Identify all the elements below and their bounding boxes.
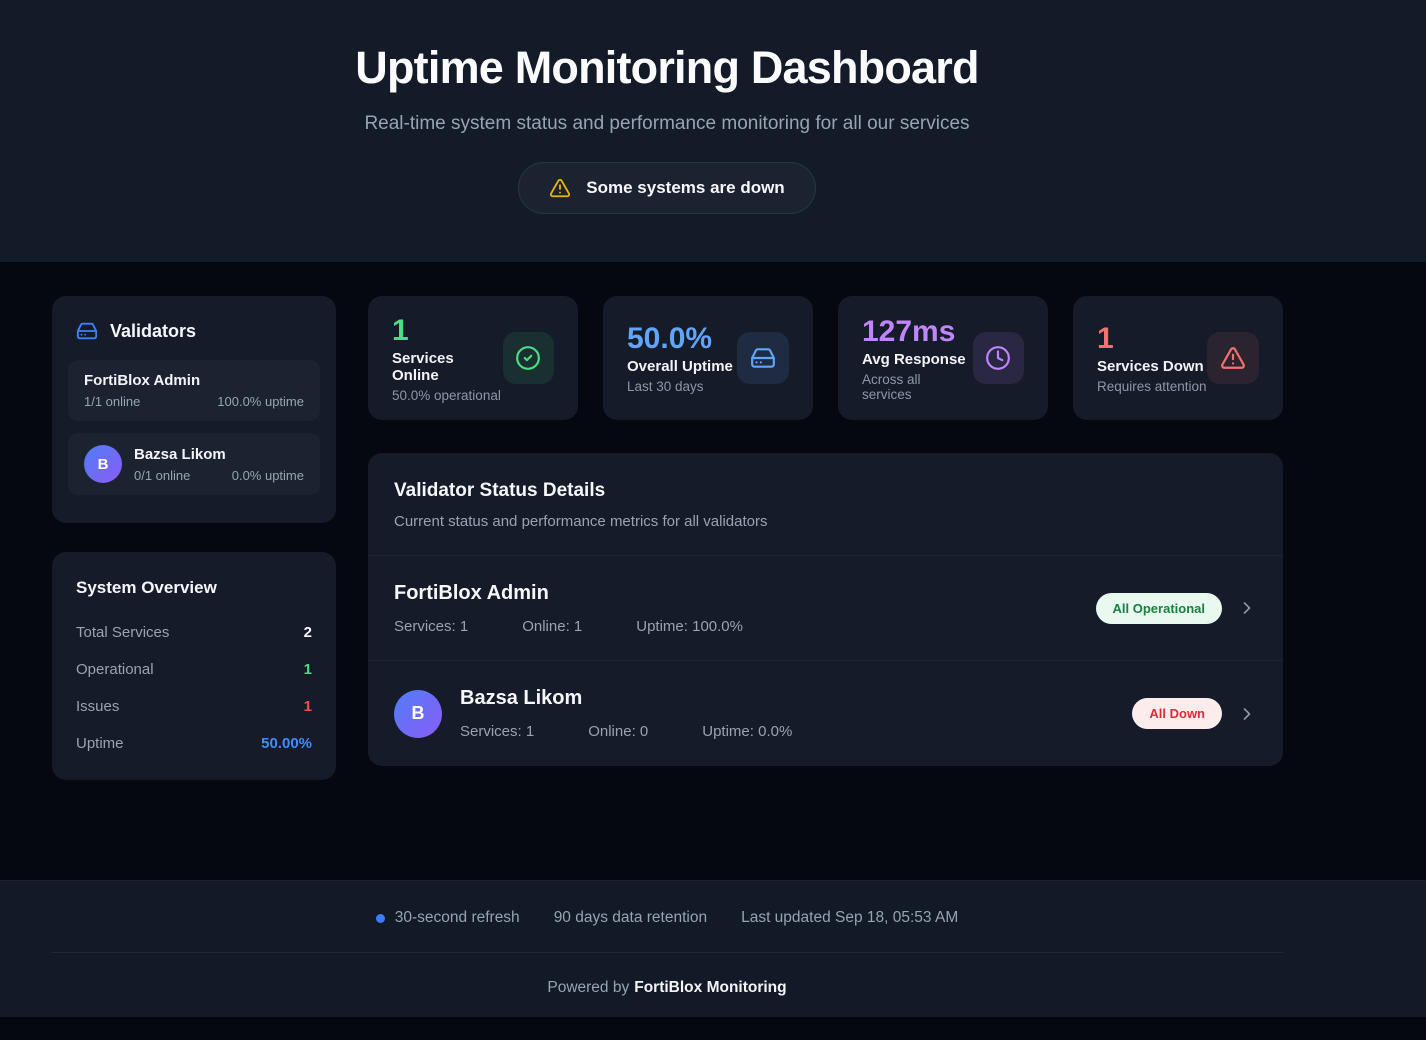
system-status-banner: Some systems are down bbox=[518, 162, 816, 215]
overview-row: Total Services 2 bbox=[76, 614, 312, 651]
page-title: Uptime Monitoring Dashboard bbox=[355, 42, 979, 93]
stat-value: 127ms bbox=[862, 314, 956, 348]
validator-list-item[interactable]: FortiBlox Admin 1/1 online 100.0% uptime bbox=[68, 360, 320, 422]
validator-uptime: 100.0% uptime bbox=[217, 394, 304, 410]
validator-name: FortiBlox Admin bbox=[394, 581, 549, 604]
stat-card-services-down: 1 Services Down Requires attention bbox=[1073, 296, 1283, 421]
refresh-indicator-dot bbox=[375, 913, 385, 923]
overview-row: Operational 1 bbox=[76, 651, 312, 688]
stat-value: 1 bbox=[1097, 322, 1114, 356]
powered-by-label: Powered by bbox=[547, 979, 630, 997]
stat-card-overall-uptime: 50.0% Overall Uptime Last 30 days bbox=[603, 296, 813, 421]
overview-label: Operational bbox=[76, 661, 154, 679]
details-title: Validator Status Details bbox=[394, 480, 606, 502]
stat-value: 1 bbox=[392, 313, 409, 347]
stat-card-avg-response: 127ms Avg Response Across all services bbox=[838, 296, 1048, 421]
refresh-label: 30-second refresh bbox=[394, 909, 520, 927]
validator-status-details-card: Validator Status Details Current status … bbox=[368, 453, 1283, 767]
validator-list-item[interactable]: B Bazsa Likom 0/1 online 0.0% uptime bbox=[68, 433, 320, 496]
validator-name: Bazsa Likom bbox=[460, 687, 583, 710]
stat-sub-label: Last 30 days bbox=[627, 379, 704, 395]
stat-sub-label: 50.0% operational bbox=[392, 387, 501, 403]
overview-label: Uptime bbox=[76, 735, 124, 753]
last-updated-label: Last updated Sep 18, 05:53 AM bbox=[741, 909, 959, 927]
alert-triangle-icon bbox=[1207, 332, 1259, 385]
stat-sub-label: Requires attention bbox=[1097, 379, 1207, 395]
stat-label: Services Down bbox=[1097, 358, 1204, 376]
check-circle-icon bbox=[502, 332, 554, 385]
validator-detail-row[interactable]: FortiBlox Admin Services: 1 Online: 1 Up… bbox=[368, 556, 1283, 662]
overview-value: 50.00% bbox=[261, 735, 312, 753]
stat-card-services-online: 1 Services Online 50.0% operational bbox=[368, 296, 578, 421]
uptime-value: Uptime: 0.0% bbox=[702, 723, 793, 741]
hard-drive-icon bbox=[737, 332, 789, 385]
overview-label: Total Services bbox=[76, 624, 170, 642]
stat-label: Avg Response bbox=[862, 350, 966, 368]
status-banner-label: Some systems are down bbox=[586, 178, 785, 198]
overview-value: 1 bbox=[303, 661, 312, 679]
validator-online-count: 0/1 online bbox=[134, 467, 191, 483]
clock-icon bbox=[972, 332, 1024, 385]
hard-drive-icon bbox=[76, 320, 98, 342]
brand-name: FortiBlox Monitoring bbox=[634, 979, 787, 997]
stat-label: Overall Uptime bbox=[627, 358, 733, 376]
validator-name: Bazsa Likom bbox=[134, 445, 226, 463]
hero-section: Uptime Monitoring Dashboard Real-time sy… bbox=[0, 0, 1426, 263]
validator-name: FortiBlox Admin bbox=[84, 372, 201, 390]
overview-row: Uptime 50.00% bbox=[76, 725, 312, 762]
validators-card-title: Validators bbox=[110, 320, 197, 341]
page-subtitle: Real-time system status and performance … bbox=[364, 113, 970, 134]
footer: 30-second refresh 90 days data retention… bbox=[0, 880, 1426, 1018]
uptime-value: Uptime: 100.0% bbox=[636, 617, 743, 635]
services-count: Services: 1 bbox=[394, 617, 469, 635]
details-subtitle: Current status and performance metrics f… bbox=[394, 513, 768, 531]
system-overview-card: System Overview Total Services 2 Operati… bbox=[52, 552, 336, 781]
status-badge: All Down bbox=[1132, 698, 1222, 730]
online-count: Online: 0 bbox=[588, 723, 649, 741]
stat-sub-label: Across all services bbox=[862, 371, 921, 402]
main-content: Validators FortiBlox Admin 1/1 online 10… bbox=[0, 262, 1426, 781]
chevron-right-icon[interactable] bbox=[1237, 704, 1257, 724]
overview-row: Issues 1 bbox=[76, 688, 312, 725]
services-count: Services: 1 bbox=[460, 723, 535, 741]
status-badge: All Operational bbox=[1095, 592, 1222, 624]
avatar: B bbox=[84, 445, 122, 484]
stat-label: Services Online bbox=[392, 349, 454, 384]
overview-value: 2 bbox=[303, 624, 312, 642]
alert-triangle-icon bbox=[549, 177, 571, 199]
footer-divider bbox=[51, 952, 1283, 954]
system-overview-title: System Overview bbox=[76, 578, 217, 598]
online-count: Online: 1 bbox=[522, 617, 583, 635]
avatar: B bbox=[394, 689, 442, 738]
validator-detail-row[interactable]: B Bazsa Likom Services: 1 Online: 0 Upti… bbox=[368, 661, 1283, 766]
chevron-right-icon[interactable] bbox=[1237, 598, 1257, 618]
validator-online-count: 1/1 online bbox=[84, 394, 141, 410]
stat-value: 50.0% bbox=[627, 322, 713, 356]
validators-card: Validators FortiBlox Admin 1/1 online 10… bbox=[52, 296, 336, 524]
retention-label: 90 days data retention bbox=[553, 909, 708, 927]
overview-label: Issues bbox=[76, 698, 120, 716]
overview-value: 1 bbox=[303, 698, 312, 716]
validator-uptime: 0.0% uptime bbox=[231, 467, 304, 483]
